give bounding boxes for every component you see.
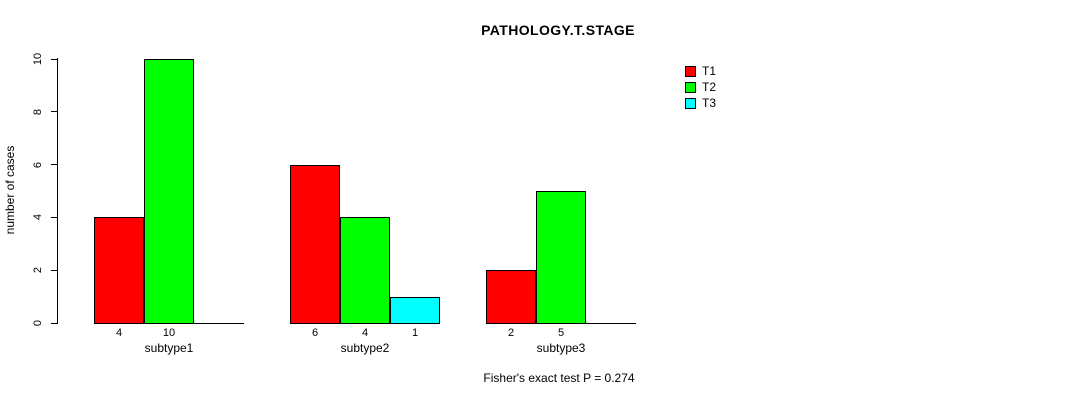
y-tick-label: 2 [32, 267, 44, 274]
y-axis-title: number of cases [3, 145, 17, 235]
x-group-label-subtype2: subtype2 [340, 341, 390, 355]
y-tick-label: 4 [32, 214, 44, 221]
legend-entry-T1: T1 [685, 63, 716, 79]
bar-value-label: 10 [162, 327, 176, 339]
bar-T1-subtype2 [290, 164, 340, 324]
bar-T2-subtype1 [144, 59, 194, 324]
legend: T1 T2 T3 [685, 63, 716, 111]
bar-value-label: 2 [507, 327, 515, 339]
legend-entry-T2: T2 [685, 79, 716, 95]
bar-value-label: 4 [361, 327, 369, 339]
bar-value-label: 4 [115, 327, 123, 339]
y-tick [51, 322, 58, 324]
bar-value-label: 6 [311, 327, 319, 339]
bar-value-label: 1 [411, 327, 419, 339]
y-tick [51, 216, 58, 218]
bar-T2-subtype3 [536, 191, 586, 324]
y-tick [51, 269, 58, 271]
chart-title: PATHOLOGY.T.STAGE [481, 22, 635, 38]
legend-label-T3: T3 [702, 95, 717, 110]
legend-swatch-T1 [685, 65, 696, 77]
bar-T1-subtype1 [94, 217, 144, 324]
y-tick-label: 6 [32, 161, 44, 168]
stat-annotation: Fisher's exact test P = 0.274 [483, 371, 635, 385]
y-axis-line [57, 58, 58, 323]
y-tick-label: 8 [32, 108, 44, 115]
y-tick [51, 111, 58, 113]
bar-T3-subtype2 [390, 296, 440, 324]
x-group-label-subtype1: subtype1 [144, 341, 194, 355]
y-tick [51, 164, 58, 166]
legend-entry-T3: T3 [685, 95, 716, 111]
x-group-label-subtype3: subtype3 [536, 341, 586, 355]
legend-label-T2: T2 [702, 79, 717, 94]
legend-swatch-T3 [685, 97, 696, 109]
y-tick-label: 10 [32, 52, 44, 66]
y-tick-label: 0 [32, 319, 44, 327]
legend-label-T1: T1 [702, 63, 717, 78]
bar-value-label: 5 [557, 327, 565, 339]
bar-T2-subtype2 [340, 217, 390, 324]
y-tick [51, 58, 58, 60]
bar-T1-subtype3 [486, 270, 536, 324]
legend-swatch-T2 [685, 81, 696, 93]
